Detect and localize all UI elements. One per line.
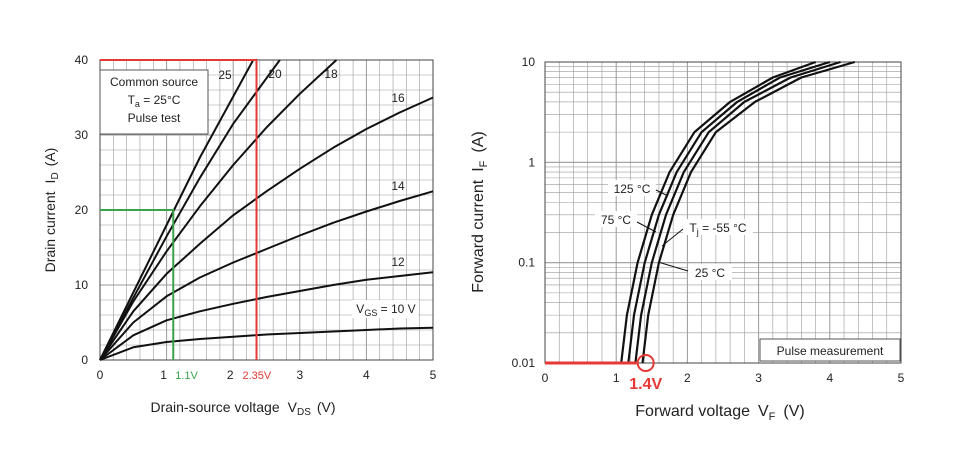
red-circle-marker [636, 354, 655, 372]
leader-25 [657, 261, 689, 272]
conditions-line-2: Ta = 25°C [128, 93, 181, 109]
right-xtick-label: 5 [898, 371, 905, 385]
right-ytick-label: 0.1 [518, 256, 535, 270]
left-series-line [99, 271, 434, 361]
left-series-line [99, 190, 434, 361]
right-tick-labels: 0 1 2 3 4 5 0.01 0.1 1 10 [512, 55, 905, 385]
curve-label-14: 14 [391, 179, 405, 193]
curve-label-vgs: VGS = 10 V [356, 302, 415, 318]
leader-75 [636, 221, 657, 233]
left-xtick-label: 3 [296, 368, 303, 382]
left-xtick-label: 2 [227, 368, 234, 382]
curve-label-tj: Tj = -55 °C [689, 221, 746, 237]
left-ytick-label: 30 [75, 128, 89, 142]
right-series-line [627, 60, 831, 364]
left-xtick-label: 5 [430, 368, 437, 382]
red-marker-line [100, 59, 258, 360]
right-series-line [634, 60, 841, 364]
right-ytick-label: 0.01 [512, 356, 536, 370]
label-bg-tj [683, 219, 753, 235]
right-series-line [620, 60, 816, 364]
curve-label-12: 12 [391, 255, 405, 269]
conditions-line-1: Common source [110, 75, 198, 89]
right-xtick-label: 4 [826, 371, 833, 385]
left-series-line [99, 59, 255, 361]
vgs-label-bg [352, 300, 418, 318]
left-series-line [99, 326, 434, 361]
right-grid [545, 62, 901, 363]
green-marker-label: 1.1V [175, 370, 198, 382]
left-curves [99, 59, 434, 361]
right-xtick-label: 0 [542, 371, 549, 385]
label-bg-25 [688, 264, 732, 280]
left-ytick-label: 20 [75, 203, 89, 217]
green-marker-line [100, 209, 175, 360]
curve-label-20: 20 [268, 67, 282, 81]
left-annotations: 1.1V 2.35V [100, 59, 272, 382]
right-xtick-label: 2 [684, 371, 691, 385]
leader-125 [655, 189, 669, 197]
right-plot-frame [544, 61, 902, 364]
right-xlabel: Forward voltage VF (V) [635, 403, 804, 423]
pulse-note: Pulse measurement [777, 344, 884, 358]
curve-label-125: 125 °C [614, 182, 651, 196]
left-xtick-label: 4 [363, 368, 370, 382]
right-xtick-label: 3 [755, 371, 762, 385]
left-xtick-label: 0 [97, 368, 104, 382]
leader-tj [661, 228, 684, 247]
left-ytick-label: 10 [75, 278, 89, 292]
red-marker-label: 2.35V [243, 370, 272, 382]
curve-label-16: 16 [391, 91, 405, 105]
left-ytick-label: 0 [81, 353, 88, 367]
right-ylabel: Forward currentIF(A) [470, 131, 490, 292]
left-series-line [99, 59, 281, 361]
right-series-line [641, 60, 856, 364]
left-series-line [99, 96, 434, 361]
right-annotations: 1.4V [545, 354, 662, 393]
conditions-line-3: Pulse test [128, 111, 181, 125]
pulse-note-box [759, 338, 901, 362]
left-xtick-label: 1 [160, 368, 167, 382]
right-curves [620, 60, 856, 364]
curve-label-18: 18 [324, 67, 338, 81]
label-bg-75 [595, 211, 637, 227]
left-series-line [99, 59, 338, 361]
right-ytick-label: 10 [522, 55, 536, 69]
curve-label-25c: 25 °C [695, 266, 725, 280]
curve-label-75: 75 °C [601, 213, 631, 227]
red-marker-label: 1.4V [629, 376, 662, 393]
left-ylabel: Drain currentID(A) [42, 148, 61, 273]
left-xlabel: Drain-source voltage VDS (V) [150, 399, 335, 418]
right-xtick-label: 1 [613, 371, 620, 385]
right-ytick-label: 1 [528, 155, 535, 169]
label-bg-125 [608, 180, 656, 196]
curve-label-25: 25 [218, 68, 232, 82]
left-ytick-label: 40 [75, 53, 89, 67]
conditions-box [99, 69, 209, 135]
